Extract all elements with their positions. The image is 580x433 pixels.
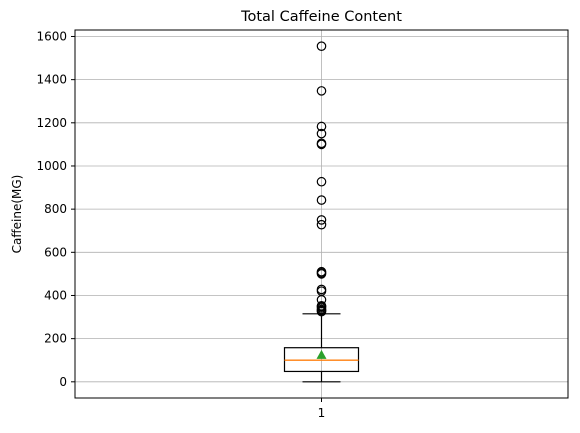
outlier-layer (316, 41, 327, 317)
outlier-point-12 (316, 219, 327, 230)
y-tick-label-800: 800 (44, 202, 67, 216)
outlier-point-20 (316, 86, 327, 96)
y-tick-label-1600: 1600 (36, 29, 67, 43)
outlier-point-11 (316, 266, 327, 277)
outlier-point-15 (316, 176, 327, 187)
ticks-layer: 0 200 400 600 800 1000 1200 1400 1600 1 (36, 29, 325, 420)
outlier-point-19 (316, 121, 327, 132)
x-tick-label-1: 1 (318, 406, 326, 420)
outlier-point-8 (316, 284, 327, 295)
mean-marker (316, 349, 327, 359)
y-tick-label-0: 0 (59, 375, 67, 389)
outlier-point-14 (316, 195, 327, 205)
chart-title: Total Caffeine Content (240, 9, 402, 25)
y-tick-label-1000: 1000 (36, 159, 67, 173)
outlier-point-5 (316, 301, 327, 311)
outlier-point-18 (316, 128, 327, 139)
outlier-point-17 (316, 138, 327, 149)
y-tick-label-1400: 1400 (36, 73, 67, 87)
y-tick-label-1200: 1200 (36, 116, 67, 130)
y-tick-label-400: 400 (44, 288, 67, 302)
outlier-point-13 (316, 215, 327, 225)
y-axis-label: Caffeine(MG) (10, 175, 24, 254)
y-tick-label-600: 600 (44, 245, 67, 259)
outlier-point-21 (316, 41, 327, 51)
y-tick-label-200: 200 (44, 332, 67, 346)
box-layer (283, 313, 360, 383)
